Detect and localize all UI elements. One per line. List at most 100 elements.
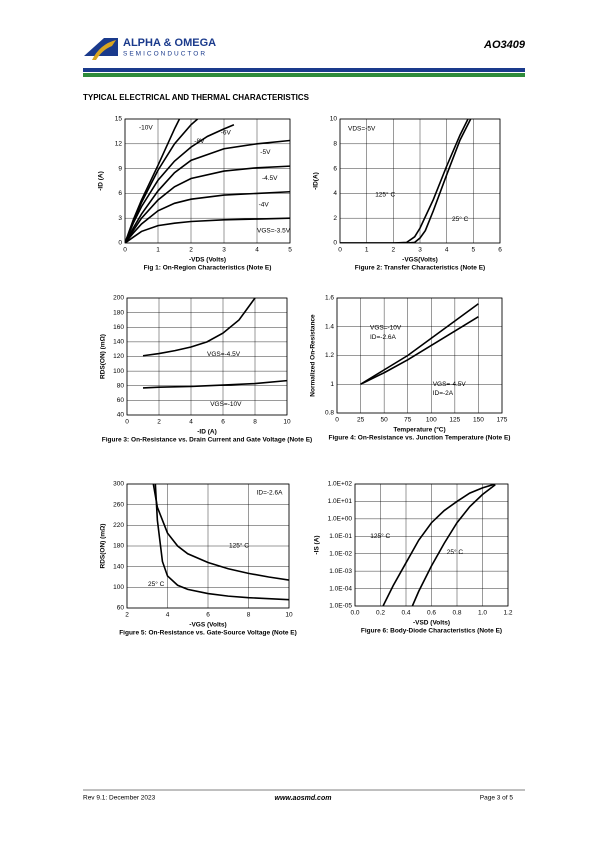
x-tick-label: 3	[418, 247, 422, 254]
x-tick-label: 6	[498, 247, 502, 254]
y-tick-label: 6	[333, 165, 337, 172]
y-tick-label: 140	[113, 339, 124, 346]
curve	[382, 484, 496, 606]
plot-frame	[354, 483, 509, 607]
y-tick-label: 0.8	[325, 410, 334, 417]
y-tick-label: 1.0E-04	[329, 585, 352, 592]
annotation: 125° C	[229, 542, 249, 550]
annotation: VGS=-10V	[210, 401, 242, 408]
y-tick-label: 140	[113, 563, 124, 570]
x-tick-label: 25	[357, 417, 365, 424]
curve	[154, 484, 289, 601]
x-axis-label: Temperature (°C)	[393, 426, 445, 434]
y-tick-label: 1.2	[325, 352, 334, 359]
y-axis-label: -IS (A)	[314, 535, 321, 554]
x-tick-label: 0.4	[401, 610, 410, 617]
annotation: VGS=-10V	[370, 325, 402, 332]
x-tick-label: 6	[206, 612, 210, 619]
caption: Figure 6: Body-Diode Characteristics (No…	[361, 628, 502, 635]
x-tick-label: 0.6	[427, 610, 436, 617]
y-tick-label: 100	[113, 584, 124, 591]
annotation: 25° C	[447, 548, 464, 556]
x-tick-label: 5	[472, 247, 476, 254]
annotation: 25° C	[452, 215, 469, 223]
x-tick-label: 75	[404, 417, 412, 424]
chart: 2 4 6 8 10 60 100 140 180 220 260 300 ID=-2.6A 125° C…	[100, 481, 297, 637]
caption: Figure 4: On-Resistance vs. Junction Tem…	[329, 435, 511, 442]
x-tick-label: 0	[123, 247, 127, 254]
curve	[360, 303, 479, 385]
x-tick-label: 100	[426, 417, 437, 424]
x-tick-label: 4	[189, 419, 193, 426]
x-tick-label: 2	[157, 419, 161, 426]
annotation: -4V	[259, 201, 270, 208]
y-tick-label: 1.0E+01	[328, 498, 353, 505]
y-tick-label: 12	[115, 141, 123, 148]
x-tick-label: 10	[285, 612, 293, 619]
annotation: ID=-2.6A	[257, 489, 283, 496]
plot-frame	[336, 297, 503, 414]
y-tick-label: 300	[113, 481, 124, 488]
y-tick-label: 40	[117, 412, 125, 419]
chart: 0.0 0.2 0.4 0.6 0.8 1.0 1.2 1.0E-05 1.0E-04 1.0E-…	[314, 481, 513, 635]
x-axis-label: -ID (A)	[197, 429, 217, 436]
curve	[142, 379, 287, 389]
y-tick-label: 10	[330, 116, 338, 123]
x-tick-label: 8	[253, 419, 257, 426]
y-tick-label: 1.0E+00	[328, 516, 353, 523]
plot-frame	[126, 297, 288, 416]
x-tick-label: 10	[283, 419, 291, 426]
x-tick-label: 150	[473, 417, 484, 424]
annotation: VGS=-3.5V	[257, 227, 291, 234]
y-tick-label: 180	[113, 309, 124, 316]
y-tick-label: 180	[113, 543, 124, 550]
y-axis-label: -ID(A)	[313, 172, 320, 190]
x-tick-label: 8	[247, 612, 251, 619]
annotation: 125° C	[375, 190, 395, 198]
curve	[340, 119, 472, 243]
x-axis-label: -VDS (Volts)	[189, 257, 226, 264]
chart: 0 1 2 3 4 5 6 0 2 4 6 8 10 VDS=-5V 125° C 25° C -VGS(Vol…	[313, 116, 502, 272]
y-tick-label: 15	[115, 116, 123, 123]
x-tick-label: 4	[445, 247, 449, 254]
part-number: AO3409	[483, 39, 526, 51]
y-tick-label: 1.0E-02	[329, 550, 352, 557]
x-tick-label: 125	[449, 417, 460, 424]
curve	[125, 124, 235, 243]
plot-frame	[126, 483, 290, 609]
curve	[125, 165, 290, 243]
annotation: -8V	[194, 138, 205, 145]
x-tick-label: 0	[125, 419, 129, 426]
y-axis-label: Normalized On-Resistance	[310, 314, 317, 397]
x-tick-label: 6	[221, 419, 225, 426]
x-tick-label: 2	[125, 612, 129, 619]
y-tick-label: 8	[333, 141, 337, 148]
y-tick-label: 1	[330, 381, 334, 388]
y-tick-label: 0	[333, 240, 337, 247]
x-tick-label: 0.0	[350, 610, 359, 617]
annotation: VGS=-4.5V	[207, 351, 241, 358]
y-tick-label: 6	[118, 190, 122, 197]
x-tick-label: 0	[335, 417, 339, 424]
x-tick-label: 1	[156, 247, 160, 254]
y-tick-label: 3	[118, 215, 122, 222]
annotation: 125° C	[370, 532, 390, 540]
y-tick-label: 9	[118, 165, 122, 172]
header-bar	[83, 68, 525, 72]
annotation: VGS=-4.5V	[433, 381, 467, 388]
annotation: -5V	[260, 149, 271, 156]
x-tick-label: 0.2	[376, 610, 385, 617]
y-tick-label: 1.0E-03	[329, 568, 352, 575]
y-tick-label: 60	[117, 397, 125, 404]
y-tick-label: 160	[113, 324, 124, 331]
curve	[125, 217, 290, 243]
x-tick-label: 0	[338, 247, 342, 254]
y-tick-label: 1.6	[325, 295, 334, 302]
x-axis-label: -VGS (Volts)	[189, 622, 226, 629]
x-tick-label: 175	[497, 417, 508, 424]
curve	[125, 139, 290, 243]
y-tick-label: 260	[113, 501, 124, 508]
y-tick-label: 120	[113, 353, 124, 360]
x-tick-label: 5	[288, 247, 292, 254]
curve	[142, 298, 256, 357]
